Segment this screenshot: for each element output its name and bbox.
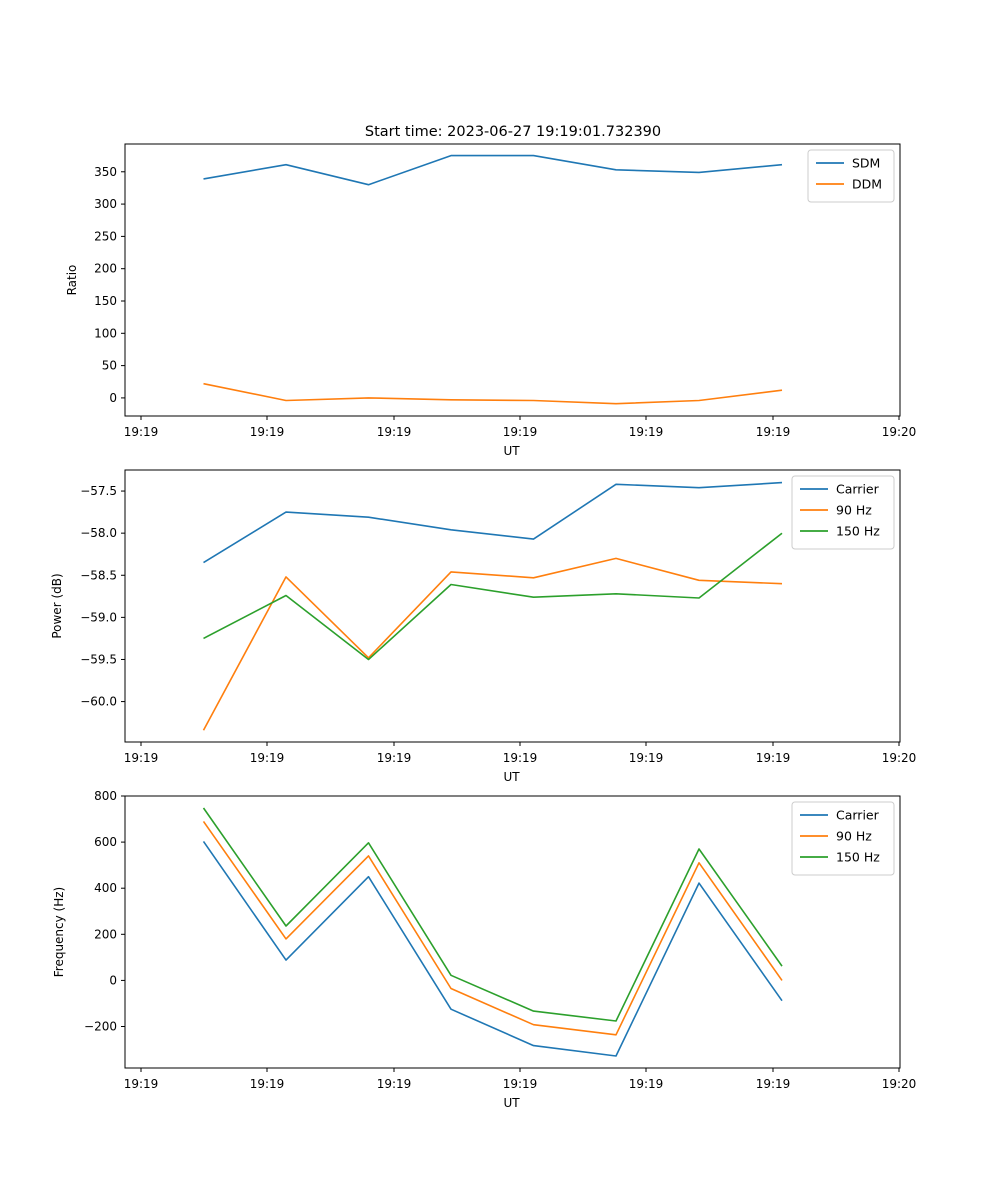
- y-axis-label: Ratio: [65, 265, 79, 296]
- x-axis-label: UT: [503, 770, 520, 784]
- x-tick-label: 19:19: [629, 1077, 664, 1091]
- series-line-carrier: [203, 481, 783, 564]
- axes-frame: [124, 469, 901, 743]
- x-tick-label: 19:19: [503, 751, 538, 765]
- y-tick-label: −57.5: [80, 484, 117, 498]
- legend-label: 90 Hz: [836, 503, 872, 518]
- y-tick-label: 200: [94, 262, 117, 276]
- y-tick-label: 350: [94, 165, 117, 179]
- y-tick-label: 50: [102, 359, 117, 373]
- x-tick-label: 19:20: [882, 425, 917, 439]
- y-axis-label: Power (dB): [50, 573, 64, 638]
- x-tick-label: 19:19: [250, 1077, 285, 1091]
- series-line-90-hz: [202, 820, 783, 1036]
- figure-title: Start time: 2023-06-27 19:19:01.732390: [365, 124, 661, 140]
- x-axis-label: UT: [503, 1096, 520, 1110]
- x-tick-label: 19:19: [503, 425, 538, 439]
- x-tick-label: 19:19: [377, 425, 412, 439]
- panel-3: 19:19 19:19 19:19 19:19 19:19 19:19 19:20 −200 0…: [52, 789, 916, 1110]
- y-tick-label: 200: [94, 927, 117, 941]
- series-line-sdm: [203, 154, 783, 186]
- y-tick-label: 250: [94, 229, 117, 243]
- y-tick-label: 600: [94, 835, 117, 849]
- x-tick-label: 19:19: [756, 1077, 791, 1091]
- x-tick-label: 19:19: [250, 751, 285, 765]
- y-tick-label: −59.5: [80, 652, 117, 666]
- x-tick-label: 19:20: [882, 1077, 917, 1091]
- x-tick-label: 19:19: [629, 425, 664, 439]
- series-line-90-hz: [202, 557, 783, 731]
- x-tick-label: 19:19: [377, 1077, 412, 1091]
- y-tick-label: −59.0: [80, 610, 117, 624]
- legend-label: Carrier: [836, 482, 880, 497]
- y-tick-label: 300: [94, 197, 117, 211]
- x-tick-label: 19:19: [756, 751, 791, 765]
- panel-2: 19:19 19:19 19:19 19:19 19:19 19:19 19:20 −60.0…: [50, 469, 917, 784]
- y-tick-label: −60.0: [80, 695, 117, 709]
- legend-label: DDM: [852, 177, 882, 192]
- axes-frame: [124, 795, 901, 1069]
- x-tick-label: 19:19: [250, 425, 285, 439]
- y-tick-label: 0: [109, 973, 117, 987]
- panel-1: 19:19 19:19 19:19 19:19 19:19 19:19 19:20 0 50 10…: [65, 143, 917, 458]
- x-tick-label: 19:19: [629, 751, 664, 765]
- y-axis-label: Frequency (Hz): [52, 887, 66, 978]
- x-tick-label: 19:19: [124, 1077, 159, 1091]
- y-tick-label: −58.5: [80, 568, 117, 582]
- legend-label: 150 Hz: [836, 524, 880, 539]
- x-tick-label: 19:20: [882, 751, 917, 765]
- series-line-ddm: [203, 382, 783, 405]
- legend-label: Carrier: [836, 808, 880, 823]
- y-tick-label: 0: [109, 391, 117, 405]
- x-tick-label: 19:19: [124, 751, 159, 765]
- legend-label: 150 Hz: [836, 850, 880, 865]
- y-tick-label: 100: [94, 326, 117, 340]
- y-tick-label: −200: [84, 1020, 117, 1034]
- x-tick-label: 19:19: [756, 425, 791, 439]
- series-line-carrier: [202, 840, 783, 1057]
- x-axis-label: UT: [503, 444, 520, 458]
- series-line-150-hz: [203, 532, 783, 661]
- legend-label: SDM: [852, 156, 880, 171]
- series-line-150-hz: [202, 807, 783, 1022]
- y-tick-label: 400: [94, 881, 117, 895]
- legend-label: 90 Hz: [836, 829, 872, 844]
- axes-frame: [124, 143, 901, 417]
- x-tick-label: 19:19: [377, 751, 412, 765]
- x-tick-label: 19:19: [124, 425, 159, 439]
- y-tick-label: −58.0: [80, 526, 117, 540]
- y-tick-label: 800: [94, 789, 117, 803]
- x-tick-label: 19:19: [503, 1077, 538, 1091]
- y-tick-label: 150: [94, 294, 117, 308]
